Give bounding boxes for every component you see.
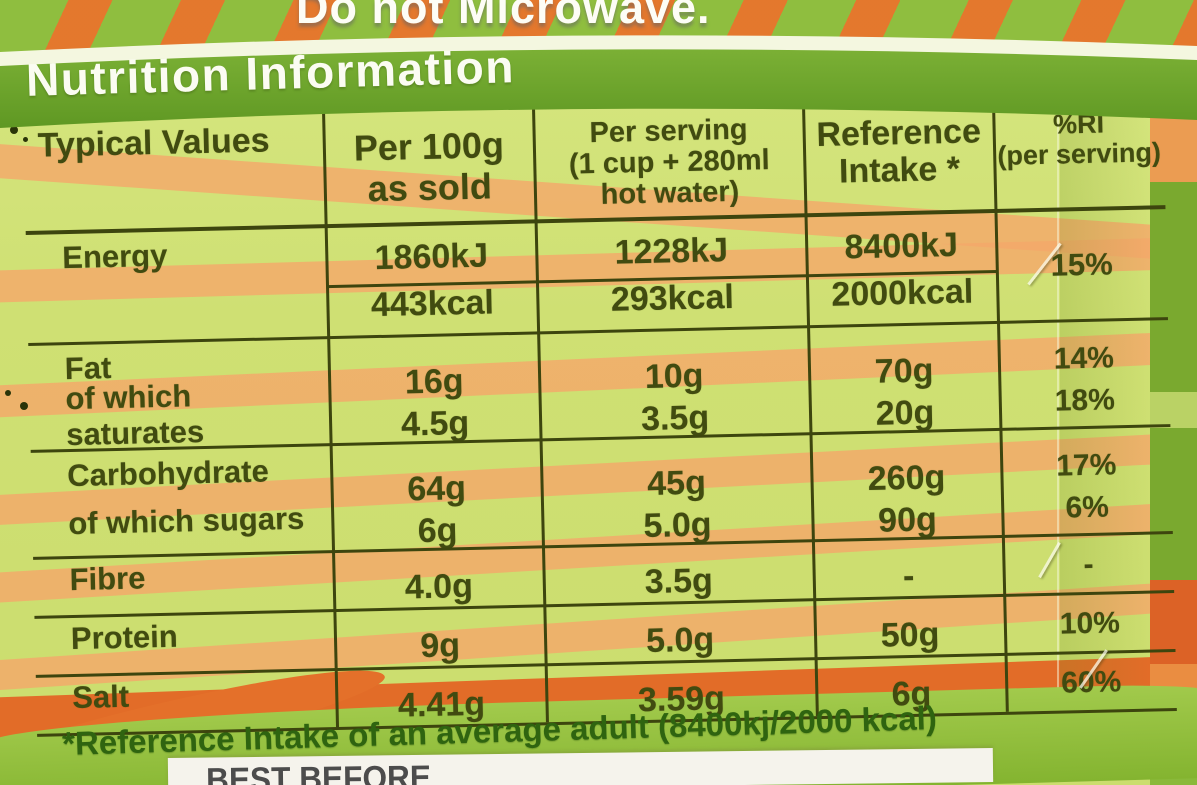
- carbohydrate-serving-value: 45g: [646, 463, 707, 503]
- fold-crease: [1057, 100, 1059, 708]
- carbohydrate-per-serving: 45g 5.0g: [541, 435, 813, 549]
- carbohydrate-per100g-value: 64g: [406, 468, 467, 508]
- best-before-text: BEST BEFORE: [205, 758, 432, 785]
- sugars-ri-value: 6%: [1065, 490, 1110, 525]
- energy-reference: 8400kJ 2000kcal: [806, 213, 998, 325]
- banner-ribbon: [0, 35, 1197, 128]
- fat-reference-value: 70g: [874, 350, 934, 391]
- carbohydrate-ri-value: 17%: [1055, 448, 1117, 483]
- carbohydrate-labels: Carbohydrate of which sugars: [31, 446, 333, 561]
- protein-ri-value: 10%: [1059, 606, 1121, 641]
- print-speck: [23, 137, 28, 142]
- fat-labels: Fat of which saturates: [28, 339, 330, 454]
- carbohydrate-ri: 17% 6%: [1000, 427, 1172, 539]
- saturates-label: of which saturates: [65, 378, 205, 453]
- protein-per100g-value: 9g: [419, 626, 461, 666]
- protein-label: Protein: [70, 618, 179, 657]
- energy-kj-serving: 1228kJ: [614, 231, 729, 272]
- fat-serving-value: 10g: [644, 356, 704, 396]
- print-speck: [10, 126, 18, 134]
- fibre-ri-value: -: [1083, 547, 1094, 582]
- fat-per100g-value: 16g: [404, 361, 464, 401]
- fibre-reference-value: -: [902, 556, 915, 596]
- fat-ri: 14% 18%: [998, 320, 1170, 432]
- nutrition-table: Typical Values Per 100g as sold Per serv…: [23, 93, 1177, 737]
- saturates-ri-value: 18%: [1054, 383, 1116, 418]
- energy-per100g: 1860kJ 443kcal: [326, 223, 538, 336]
- top-strip: Do not Microwave.: [0, 0, 1197, 52]
- microwave-warning-text: Do not Microwave.: [296, 0, 711, 33]
- carbohydrate-reference: 260g 90g: [811, 431, 1003, 543]
- energy-kj-reference: 8400kJ: [844, 225, 959, 267]
- fat-per-serving: 10g 3.5g: [538, 328, 810, 442]
- salt-ri-value: 60%: [1060, 665, 1122, 700]
- protein-serving-value: 5.0g: [645, 620, 715, 661]
- fat-ri-value: 14%: [1053, 341, 1115, 376]
- energy-ri: 15%: [1050, 246, 1114, 283]
- fibre-per100g-value: 4.0g: [404, 566, 474, 607]
- carbohydrate-reference-value: 260g: [867, 457, 946, 498]
- carbohydrate-label: Carbohydrate: [66, 453, 270, 494]
- fibre-serving-value: 3.5g: [644, 561, 714, 602]
- print-speck: [20, 402, 28, 410]
- fibre-label: Fibre: [69, 560, 146, 598]
- fat-per100g: 16g 4.5g: [328, 334, 540, 447]
- sugars-label: of which sugars: [67, 500, 305, 542]
- energy-kj-per100g: 1860kJ: [374, 236, 489, 278]
- print-speck: [5, 390, 11, 396]
- protein-reference-value: 50g: [880, 615, 940, 655]
- energy-label: Energy: [61, 237, 168, 276]
- carbohydrate-per100g: 64g 6g: [331, 441, 543, 554]
- fat-reference: 70g 20g: [808, 324, 1000, 436]
- fold-crease-shade: [1060, 100, 1197, 708]
